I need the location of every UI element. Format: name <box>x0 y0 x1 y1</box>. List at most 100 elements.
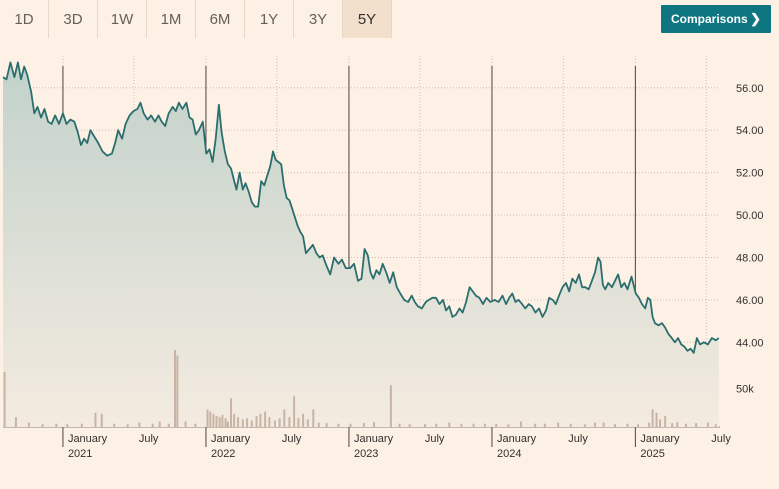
y-tick-label: 48.00 <box>736 252 764 264</box>
volume-bar <box>194 423 197 427</box>
volume-bar <box>317 422 320 427</box>
x-tick-label: July <box>282 433 302 445</box>
volume-bar <box>3 372 6 427</box>
range-button-1m[interactable]: 1M <box>147 0 196 38</box>
volume-bar <box>41 424 44 427</box>
volume-bar <box>226 421 229 427</box>
price-area <box>3 62 719 428</box>
x-tick-label: January <box>211 433 251 445</box>
volume-bar <box>706 422 709 427</box>
x-tick-label: July <box>139 433 159 445</box>
chevron-right-icon: ❯ <box>750 11 761 26</box>
volume-bar <box>151 423 154 427</box>
volume-bar <box>389 385 392 427</box>
x-tick-label: July <box>568 433 588 445</box>
volume-bar <box>655 412 658 427</box>
volume-bar <box>230 398 233 427</box>
volume-bar <box>297 418 300 427</box>
volume-bar <box>637 424 640 427</box>
volume-bar <box>714 424 717 427</box>
volume-bar <box>684 423 687 427</box>
volume-bar <box>408 424 411 427</box>
volume-bar <box>349 423 352 427</box>
volume-bar <box>264 411 267 427</box>
volume-layer <box>3 350 717 427</box>
volume-bar <box>398 423 401 427</box>
range-button-3d[interactable]: 3D <box>49 0 98 38</box>
x-tick-label: January <box>68 433 108 445</box>
y-tick-label: 54.00 <box>736 125 764 137</box>
volume-bar <box>158 421 161 427</box>
volume-bar <box>100 413 103 427</box>
comparisons-button[interactable]: Comparisons ❯ <box>661 5 771 33</box>
volume-bar <box>373 422 376 427</box>
volume-bar <box>648 422 651 427</box>
range-button-1w[interactable]: 1W <box>98 0 147 38</box>
volume-bar <box>224 418 227 427</box>
price-series-line <box>2 61 720 354</box>
volume-bar <box>259 413 262 427</box>
range-button-3y[interactable]: 3Y <box>294 0 343 38</box>
volume-bar <box>423 424 426 427</box>
volume-bar <box>613 424 616 427</box>
volume-bar <box>167 423 170 427</box>
volume-bar <box>362 423 365 427</box>
volume-bar <box>250 420 253 427</box>
volume-bar <box>283 409 286 427</box>
volume-bar <box>671 423 674 427</box>
volume-bar <box>27 422 30 427</box>
volume-bar <box>55 423 58 427</box>
volume-bar <box>288 417 291 427</box>
volume-bar <box>448 422 451 427</box>
x-tick-label: January <box>497 433 537 445</box>
volume-bar <box>174 350 177 427</box>
volume-bar <box>557 422 560 427</box>
volume-bar <box>184 421 187 427</box>
y-tick-label: 52.00 <box>736 168 764 180</box>
volume-bar <box>651 409 654 427</box>
range-button-6m[interactable]: 6M <box>196 0 245 38</box>
volume-bar <box>602 422 605 427</box>
volume-bar <box>241 419 244 427</box>
volume-bar <box>472 423 475 427</box>
volume-bar <box>80 423 83 427</box>
volume-bar <box>221 414 224 427</box>
volume-bar <box>676 422 679 427</box>
volume-bar <box>293 396 296 427</box>
range-button-1d[interactable]: 1D <box>0 0 49 38</box>
y-tick-label: 46.00 <box>736 295 764 307</box>
volume-bar <box>268 417 271 427</box>
volume-bar <box>534 423 537 427</box>
volume-bar <box>126 424 129 427</box>
volume-bar <box>215 416 218 427</box>
range-button-5y[interactable]: 5Y <box>343 0 392 38</box>
volume-bar <box>206 409 209 427</box>
volume-bar <box>237 417 240 427</box>
volume-bar <box>325 423 328 427</box>
volume-bar <box>659 419 662 427</box>
volume-bar <box>113 423 116 427</box>
volume-bar <box>483 423 486 427</box>
volume-bar <box>255 416 258 427</box>
volume-bar <box>209 411 212 427</box>
range-selector: 1D 3D 1W 1M 6M 1Y 3Y 5Y <box>0 0 392 38</box>
y-tick-label: 56.00 <box>736 83 764 95</box>
volume-bar <box>543 423 546 427</box>
label-layer: 56.00 54.00 52.00 50.00 48.00 46.00 44.00 50k Ja… <box>68 83 764 460</box>
volume-bar <box>495 423 498 427</box>
volume-bar <box>218 417 221 427</box>
y-tick-label: 50.00 <box>736 210 764 222</box>
volume-bar <box>233 413 236 427</box>
volume-bar <box>569 423 572 427</box>
x-tick-label: July <box>711 433 731 445</box>
volume-bar <box>695 423 698 427</box>
volume-bar <box>176 355 179 427</box>
comparisons-label: Comparisons <box>671 12 748 26</box>
volume-bar <box>594 422 597 427</box>
volume-bar <box>664 416 667 427</box>
volume-bar <box>460 423 463 427</box>
volume-bar <box>273 420 276 427</box>
x-tick-label: July <box>425 433 445 445</box>
range-button-1y[interactable]: 1Y <box>245 0 294 38</box>
